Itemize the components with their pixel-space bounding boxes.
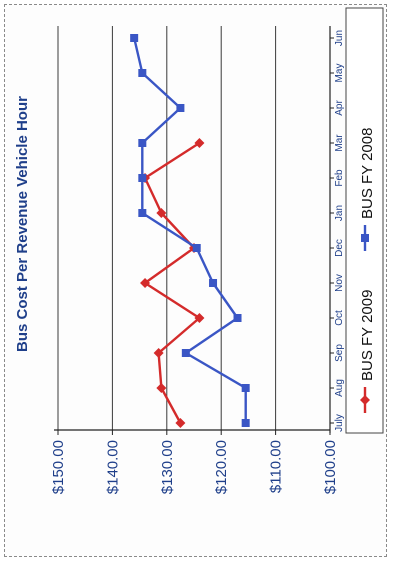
category-tick-label-9: Apr xyxy=(334,100,345,116)
value-tick-label-4: $140.00 xyxy=(104,440,121,494)
series-1-point-11 xyxy=(130,34,139,42)
series-1-point-8 xyxy=(138,139,147,147)
value-tick-label-1: $110.00 xyxy=(268,440,285,493)
labels: $100.00 $110.00 $120.00 $130.00 $140.00 $150.… xyxy=(14,30,345,494)
value-tick-label-0: $100.00 xyxy=(322,440,339,494)
series-1 xyxy=(130,34,250,427)
value-tick-label-2: $120.00 xyxy=(213,440,230,494)
series-line-0 xyxy=(143,141,201,424)
series-1-point-9 xyxy=(176,104,185,112)
series-1-point-2 xyxy=(181,349,190,357)
series-1-point-10 xyxy=(138,69,147,77)
series-0-point-3 xyxy=(194,313,205,323)
series-1-point-1 xyxy=(241,384,250,392)
category-tick-label-3: Oct xyxy=(334,310,345,326)
category-tick-label-1: Aug xyxy=(334,379,345,397)
legend: BUS FY 2009 BUS FY 2008 xyxy=(345,7,384,434)
series-0-point-2 xyxy=(153,348,164,358)
axes xyxy=(54,26,334,435)
category-tick-label-11: Jun xyxy=(334,30,345,46)
series-0-point-1 xyxy=(156,383,167,393)
series-1-point-3 xyxy=(233,314,242,322)
legend-marker-0 xyxy=(360,395,370,405)
series-0-point-0 xyxy=(175,418,186,428)
category-tick-label-0: July xyxy=(334,414,345,432)
category-tick-label-6: Jan xyxy=(334,205,345,221)
category-tick-label-10: May xyxy=(334,64,345,83)
legend-label-0: BUS FY 2009 xyxy=(359,290,376,381)
series-0-point-6 xyxy=(156,208,167,218)
legend-label-1: BUS FY 2008 xyxy=(359,128,376,219)
category-tick-label-5: Dec xyxy=(334,239,345,257)
series-0-point-4 xyxy=(140,278,151,288)
category-tick-label-4: Nov xyxy=(334,274,345,292)
series-1-point-7 xyxy=(138,174,147,182)
value-tick-label-3: $130.00 xyxy=(159,440,176,494)
category-tick-label-7: Feb xyxy=(334,169,345,187)
legend-box xyxy=(345,7,384,434)
series-1-point-5 xyxy=(192,244,201,252)
chart-title: Bus Cost Per Revenue Vehicle Hour xyxy=(14,96,31,352)
series-0-point-8 xyxy=(194,138,205,148)
chart-frame xyxy=(4,4,387,557)
value-tick-label-5: $150.00 xyxy=(50,440,67,494)
series-0 xyxy=(140,138,205,428)
series-1-point-4 xyxy=(209,279,218,287)
plot-area xyxy=(57,26,277,430)
legend-marker-1 xyxy=(361,234,369,242)
series-line-1 xyxy=(133,37,247,423)
series-1-point-0 xyxy=(241,419,250,427)
series-layer xyxy=(130,34,250,428)
category-tick-label-8: Mar xyxy=(334,134,345,152)
series-1-point-6 xyxy=(138,209,147,217)
category-tick-label-2: Sep xyxy=(334,344,345,362)
